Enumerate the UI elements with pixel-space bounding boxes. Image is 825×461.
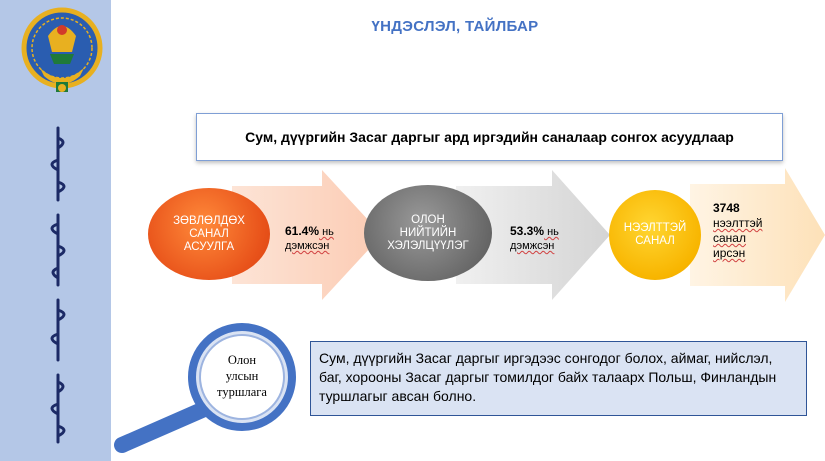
- flow-arrow-1: [232, 170, 382, 300]
- step2-percent-suffix: нь: [544, 226, 559, 238]
- open-proposal-circle: НЭЭЛТТЭЙ САНАЛ: [609, 190, 701, 280]
- step1-line3: АСУУЛГА: [183, 240, 235, 253]
- step2-line1: ОЛОН: [411, 213, 445, 226]
- step1-percent-suffix: нь: [319, 226, 334, 238]
- question-text: Сум, дүүргийн Засаг даргыг ард иргэдийн …: [245, 129, 734, 145]
- step1-stat: 61.4% нь дэмжсэн: [285, 224, 334, 253]
- step1-caption: дэмжсэн: [285, 240, 330, 252]
- magnifier-icon: [114, 323, 296, 453]
- question-banner: Сум, дүүргийн Засаг даргыг ард иргэдийн …: [196, 113, 783, 161]
- consultation-poll-circle: ЗӨВЛӨЛДӨХ САНАЛ АСУУЛГА: [148, 188, 270, 280]
- step2-line3: ХЭЛЭЛЦҮҮЛЭГ: [387, 239, 469, 252]
- step3-cap3: ирсэн: [713, 246, 746, 260]
- note-box: Сум, дүүргийн Засаг даргыг иргэдээс сонг…: [310, 341, 807, 416]
- step3-cap1: нээлттэй: [713, 216, 763, 230]
- step2-line2: НИЙТИЙН: [399, 226, 457, 239]
- experience-line1: Олон: [227, 353, 257, 367]
- step3-count: 3748: [713, 201, 740, 215]
- experience-line3: туршлага: [217, 385, 267, 399]
- step3-stat: 3748 нээлттэй санал ирсэн: [713, 201, 762, 261]
- step2-stat: 53.3% нь дэмжсэн: [510, 224, 559, 253]
- step3-line2: САНАЛ: [635, 235, 675, 247]
- step1-line1: ЗӨВЛӨЛДӨХ: [173, 214, 245, 227]
- step2-percent: 53.3%: [510, 224, 545, 238]
- page-title: ҮНДЭСЛЭЛ, ТАЙЛБАР: [371, 18, 539, 35]
- note-text: Сум, дүүргийн Засаг даргыг иргэдээс сонг…: [319, 350, 777, 404]
- international-experience-label: Олон улсын туршлага: [207, 352, 277, 400]
- experience-line2: улсын: [225, 369, 259, 383]
- step1-line2: САНАЛ: [189, 227, 229, 240]
- mongolian-script-graphic: [50, 126, 66, 444]
- flow-arrow-2: [456, 170, 610, 300]
- public-discussion-circle: ОЛОН НИЙТИЙН ХЭЛЭЛЦҮҮЛЭГ: [364, 185, 492, 281]
- step1-percent: 61.4%: [285, 224, 320, 238]
- sidebar: [0, 0, 111, 461]
- flow-arrow-3: [690, 168, 825, 302]
- step2-caption: дэмжсэн: [510, 240, 555, 252]
- step3-cap2: санал: [713, 231, 746, 245]
- step3-line1: НЭЭЛТТЭЙ: [623, 222, 687, 234]
- state-emblem-icon: [21, 7, 103, 92]
